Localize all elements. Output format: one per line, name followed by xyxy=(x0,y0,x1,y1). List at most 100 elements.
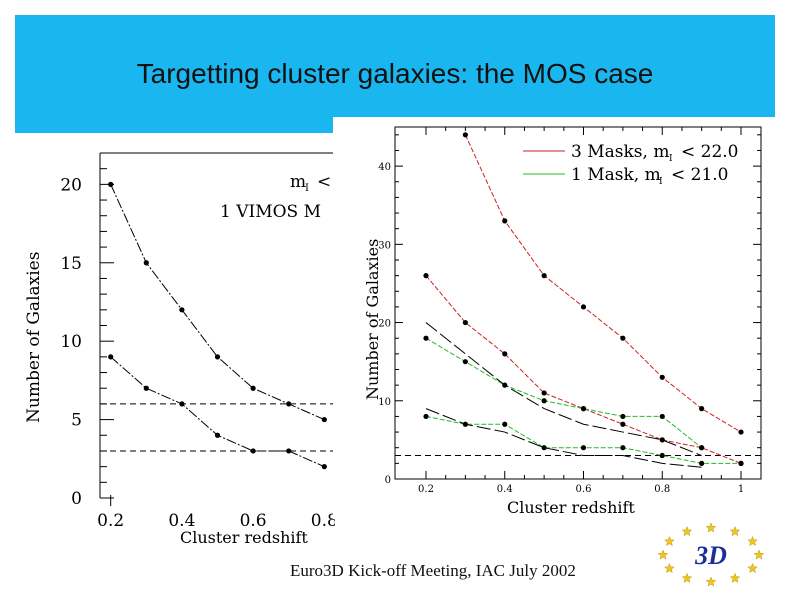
logo-star-icon xyxy=(657,549,669,560)
right-data-point xyxy=(580,445,587,451)
right-data-point xyxy=(502,421,508,427)
left-y-tick-label: 20 xyxy=(60,175,82,195)
right-series-line xyxy=(425,408,702,468)
left-data-point xyxy=(214,354,221,360)
left-x-tick-label: 0.8 xyxy=(311,511,335,531)
left-x-tick-label: 0.6 xyxy=(240,511,267,531)
logo-star-icon xyxy=(747,535,758,546)
left-legend-vimos: 1 VIMOS M xyxy=(220,202,321,222)
legend-label-1mask: 1 Mask, m xyxy=(571,165,661,185)
left-data-point xyxy=(250,448,256,454)
right-data-point xyxy=(541,390,547,396)
right-y-tick-label: 0 xyxy=(385,475,391,486)
right-x-tick-label: 0.4 xyxy=(497,484,513,495)
logo-star-icon xyxy=(681,526,693,537)
left-y-tick-label: 15 xyxy=(60,254,82,274)
right-y-tick-label: 20 xyxy=(378,319,391,330)
right-data-point xyxy=(502,351,508,357)
left-legend-sub: I xyxy=(305,183,309,194)
logo-star-icon xyxy=(753,549,765,560)
right-x-tick-label: 1 xyxy=(738,484,744,495)
legend-cond-1mask: < 21.0 xyxy=(671,165,729,185)
euro3d-logo: 3D xyxy=(653,522,769,588)
logo-star-icon xyxy=(664,535,675,546)
logo-text: 3D xyxy=(694,541,727,570)
right-data-point xyxy=(699,406,705,412)
left-data-point xyxy=(250,385,256,391)
logo-star-icon xyxy=(705,522,717,533)
right-data-point xyxy=(659,374,665,380)
right-chart-bg xyxy=(333,117,775,519)
right-legend: 3 Masks, m I < 22.0 1 Mask, m I < 21.0 xyxy=(523,142,739,187)
left-data-point xyxy=(143,260,149,266)
right-data-point xyxy=(699,445,705,451)
left-xlabel: Cluster redshift xyxy=(180,528,308,547)
legend-cond-3masks: < 22.0 xyxy=(681,142,739,162)
left-data-point xyxy=(108,181,114,187)
left-data-point xyxy=(143,385,149,391)
left-y-tick-label: 5 xyxy=(71,411,82,431)
left-y-tick-label: 0 xyxy=(71,489,82,509)
right-xlabel: Cluster redshift xyxy=(507,498,635,517)
right-chart: 0 10 20 30 40 0.2 0.4 0.6 0.8 1 3 Masks, m I < 22… xyxy=(333,117,775,519)
left-chart-axes: 0 5 10 15 20 0.2 0.4 0.6 0.8 xyxy=(60,152,335,531)
right-data-point xyxy=(423,335,429,341)
right-series-line xyxy=(464,134,742,433)
left-data-point xyxy=(321,416,327,423)
left-data-point xyxy=(179,307,185,313)
right-chart-axes: 0 10 20 30 40 0.2 0.4 0.6 0.8 1 xyxy=(378,126,762,495)
right-series-line xyxy=(425,337,702,449)
right-data-point xyxy=(541,398,547,404)
right-data-point xyxy=(541,273,547,279)
logo-star-icon xyxy=(664,562,675,573)
left-x-tick-label: 0.4 xyxy=(168,511,195,531)
left-legend-lt: < xyxy=(317,172,331,192)
right-y-tick-label: 40 xyxy=(378,162,391,173)
left-data-point xyxy=(286,401,292,407)
right-chart-marks xyxy=(395,132,761,468)
left-chart-marks xyxy=(100,181,335,470)
right-data-point xyxy=(659,437,665,443)
right-data-point xyxy=(620,413,626,420)
right-data-point xyxy=(620,445,626,451)
left-data-point xyxy=(321,464,327,470)
right-data-point xyxy=(738,460,744,466)
right-data-point xyxy=(659,413,665,420)
footer-text: Euro3D Kick-off Meeting, IAC July 2002 xyxy=(290,561,576,580)
left-y-tick-label: 10 xyxy=(60,332,82,352)
right-frame xyxy=(394,126,762,480)
right-data-point xyxy=(659,452,665,459)
right-data-point xyxy=(423,273,429,279)
right-x-tick-label: 0.6 xyxy=(576,484,592,495)
right-data-point xyxy=(699,460,705,466)
right-data-point xyxy=(620,335,626,341)
right-y-tick-label: 10 xyxy=(378,397,391,408)
left-x-tick-label: 0.2 xyxy=(97,511,124,531)
left-chart: 0 5 10 15 20 0.2 0.4 0.6 0.8 m I < 1 VIMOS M Clu… xyxy=(15,133,335,553)
right-series-line xyxy=(425,322,702,456)
right-data-point xyxy=(580,406,587,412)
right-data-point xyxy=(580,304,587,310)
right-data-point xyxy=(738,429,744,435)
right-data-point xyxy=(423,413,429,420)
logo-star-icon xyxy=(729,572,741,583)
legend-label-3masks: 3 Masks, m xyxy=(571,142,669,162)
legend-sub-1mask: I xyxy=(659,177,663,187)
left-data-point xyxy=(179,401,185,407)
left-ylabel: Number of Galaxies xyxy=(24,252,44,423)
right-data-point xyxy=(462,359,468,365)
left-data-point xyxy=(108,354,114,360)
right-data-point xyxy=(541,445,547,451)
legend-sub-3masks: I xyxy=(669,154,673,164)
logo-star-icon xyxy=(705,576,717,587)
right-data-point xyxy=(462,319,468,326)
right-data-point xyxy=(462,132,468,138)
left-chart-bg xyxy=(15,133,335,553)
left-data-point xyxy=(286,448,292,454)
right-data-point xyxy=(502,218,508,224)
logo-star-icon xyxy=(729,526,741,537)
right-y-tick-label: 30 xyxy=(378,240,391,251)
left-legend-m: m xyxy=(290,172,306,192)
left-data-point xyxy=(214,432,221,438)
right-series-line xyxy=(425,275,742,464)
